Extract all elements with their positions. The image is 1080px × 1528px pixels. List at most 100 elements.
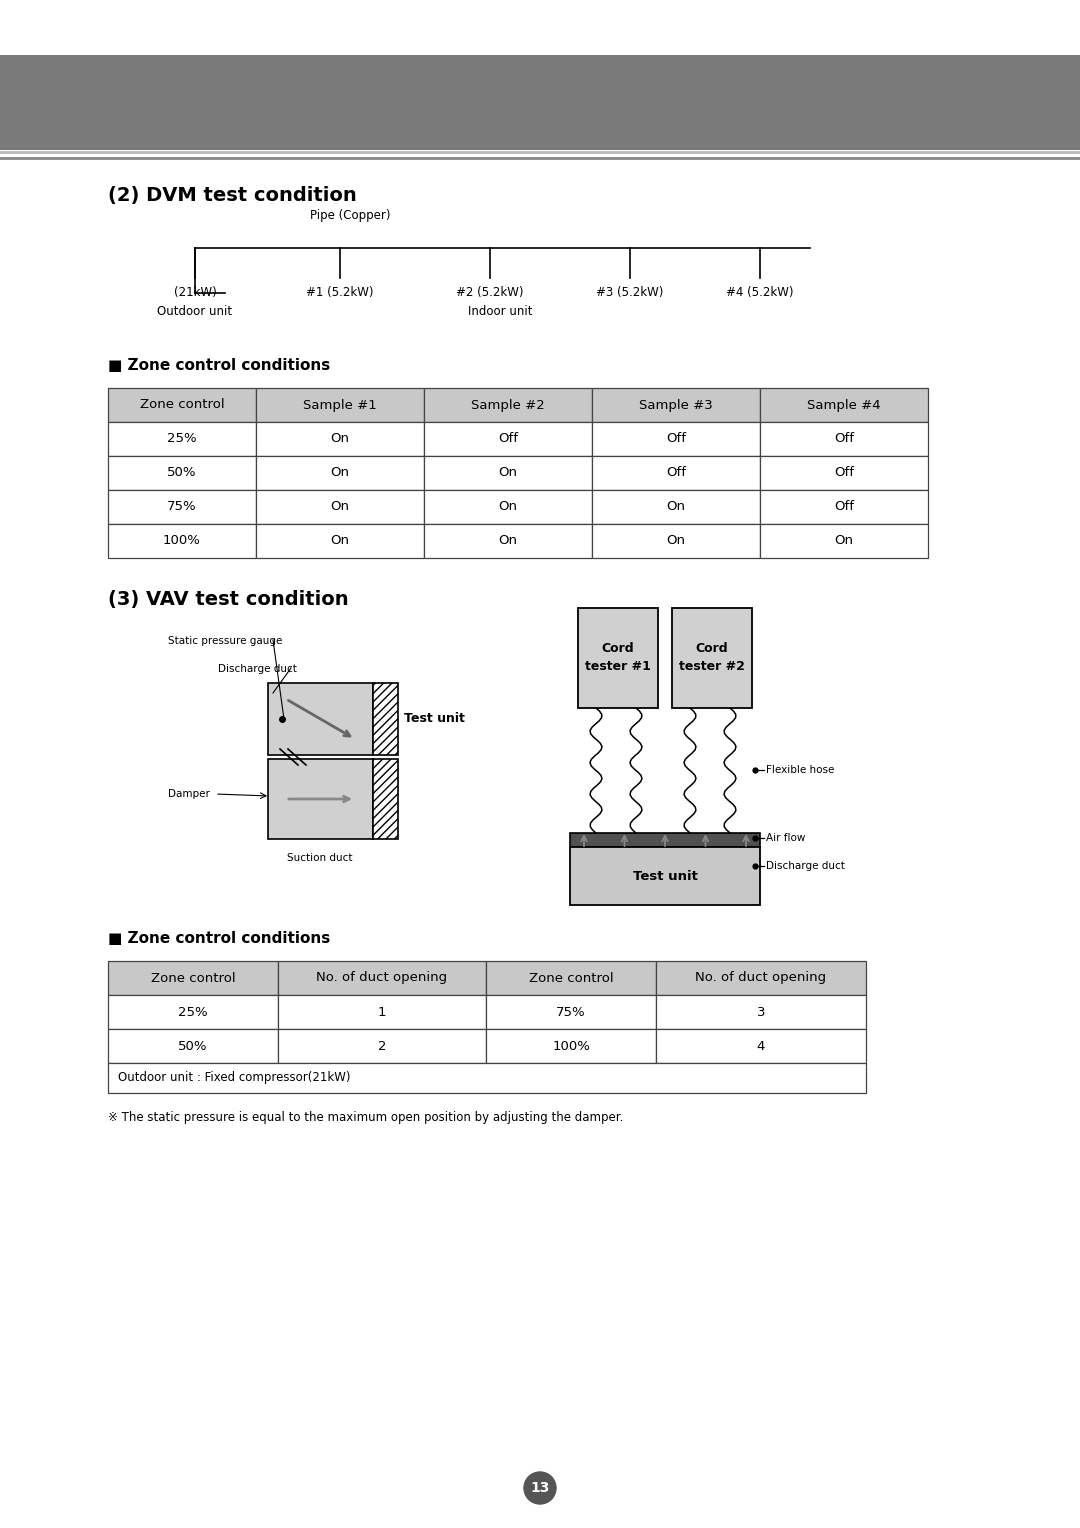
Text: Discharge duct: Discharge duct	[766, 860, 845, 871]
Text: On: On	[330, 466, 350, 480]
Text: Sample #4: Sample #4	[807, 399, 881, 411]
Text: 2: 2	[378, 1039, 387, 1053]
Bar	[278, 961, 486, 995]
Text: Cord
tester #2: Cord tester #2	[679, 642, 745, 674]
Text: Flexible hose: Flexible hose	[766, 766, 835, 775]
Text: Test unit: Test unit	[633, 869, 698, 883]
Text: Outdoor unit: Outdoor unit	[158, 306, 232, 318]
Bar	[278, 995, 486, 1028]
Text: 50%: 50%	[178, 1039, 207, 1053]
Bar	[760, 422, 928, 455]
Bar	[424, 388, 592, 422]
Bar	[108, 1028, 278, 1063]
Text: Suction duct: Suction duct	[287, 853, 353, 863]
Text: 3: 3	[757, 1005, 766, 1019]
Bar	[656, 995, 866, 1028]
Text: On: On	[330, 535, 350, 547]
Text: On: On	[666, 501, 686, 513]
Bar	[486, 961, 656, 995]
Bar	[256, 524, 424, 558]
Text: 75%: 75%	[556, 1005, 585, 1019]
Bar	[672, 608, 752, 707]
Bar	[256, 388, 424, 422]
Bar	[108, 1063, 866, 1093]
Text: 75%: 75%	[167, 501, 197, 513]
Bar	[278, 1028, 486, 1063]
Text: On: On	[835, 535, 853, 547]
Text: Sample #2: Sample #2	[471, 399, 545, 411]
Text: 13: 13	[530, 1481, 550, 1494]
Bar	[108, 490, 256, 524]
Text: 25%: 25%	[178, 1005, 207, 1019]
Text: On: On	[499, 501, 517, 513]
Text: #3 (5.2kW): #3 (5.2kW)	[596, 286, 664, 299]
Bar	[424, 524, 592, 558]
Text: #1 (5.2kW): #1 (5.2kW)	[307, 286, 374, 299]
Bar	[373, 759, 399, 839]
Text: Off: Off	[834, 501, 854, 513]
Text: 25%: 25%	[167, 432, 197, 446]
Bar	[486, 1028, 656, 1063]
Bar	[108, 422, 256, 455]
Text: Outdoor unit : Fixed compressor(21kW): Outdoor unit : Fixed compressor(21kW)	[118, 1071, 351, 1085]
Bar	[592, 388, 760, 422]
Text: No. of duct opening: No. of duct opening	[316, 972, 447, 984]
Text: ■ Zone control conditions: ■ Zone control conditions	[108, 931, 330, 946]
Text: On: On	[330, 432, 350, 446]
Bar	[0, 55, 1080, 150]
Bar	[108, 995, 278, 1028]
Bar	[592, 422, 760, 455]
Bar	[256, 490, 424, 524]
Text: On: On	[499, 535, 517, 547]
Text: On: On	[330, 501, 350, 513]
Text: (2) DVM test condition: (2) DVM test condition	[108, 186, 356, 205]
Bar	[373, 683, 399, 755]
Text: On: On	[499, 466, 517, 480]
Bar	[108, 455, 256, 490]
Text: Off: Off	[834, 466, 854, 480]
Bar	[578, 608, 658, 707]
Text: Off: Off	[498, 432, 518, 446]
Bar	[760, 490, 928, 524]
Text: Indoor unit: Indoor unit	[468, 306, 532, 318]
Bar	[656, 961, 866, 995]
Text: 50%: 50%	[167, 466, 197, 480]
Text: Zone control: Zone control	[529, 972, 613, 984]
Bar	[108, 524, 256, 558]
Text: Pipe (Copper): Pipe (Copper)	[310, 209, 391, 222]
Text: Off: Off	[666, 466, 686, 480]
Text: (3) VAV test condition: (3) VAV test condition	[108, 590, 349, 610]
Bar	[108, 388, 256, 422]
Text: 100%: 100%	[163, 535, 201, 547]
Bar	[268, 683, 373, 755]
Bar	[424, 422, 592, 455]
Text: Sample #3: Sample #3	[639, 399, 713, 411]
Bar	[256, 455, 424, 490]
Text: On: On	[666, 535, 686, 547]
Text: 100%: 100%	[552, 1039, 590, 1053]
Text: Off: Off	[666, 432, 686, 446]
Text: 4: 4	[757, 1039, 766, 1053]
Bar	[424, 455, 592, 490]
Text: Discharge duct: Discharge duct	[218, 665, 297, 674]
Text: #2 (5.2kW): #2 (5.2kW)	[456, 286, 524, 299]
Text: Cord
tester #1: Cord tester #1	[585, 642, 651, 674]
Text: Off: Off	[834, 432, 854, 446]
Bar	[760, 455, 928, 490]
Bar	[268, 759, 373, 839]
Bar	[256, 422, 424, 455]
Text: ■ Zone control conditions: ■ Zone control conditions	[108, 358, 330, 373]
Text: ※ The static pressure is equal to the maximum open position by adjusting the dam: ※ The static pressure is equal to the ma…	[108, 1111, 623, 1125]
Bar	[570, 833, 760, 847]
Bar	[486, 995, 656, 1028]
Bar	[570, 847, 760, 905]
Bar	[592, 455, 760, 490]
Bar	[108, 961, 278, 995]
Text: No. of duct opening: No. of duct opening	[696, 972, 826, 984]
Text: #4 (5.2kW): #4 (5.2kW)	[726, 286, 794, 299]
Bar	[760, 388, 928, 422]
Bar	[424, 490, 592, 524]
Text: Test unit: Test unit	[404, 712, 464, 726]
Bar	[592, 524, 760, 558]
Text: Zone control: Zone control	[139, 399, 225, 411]
